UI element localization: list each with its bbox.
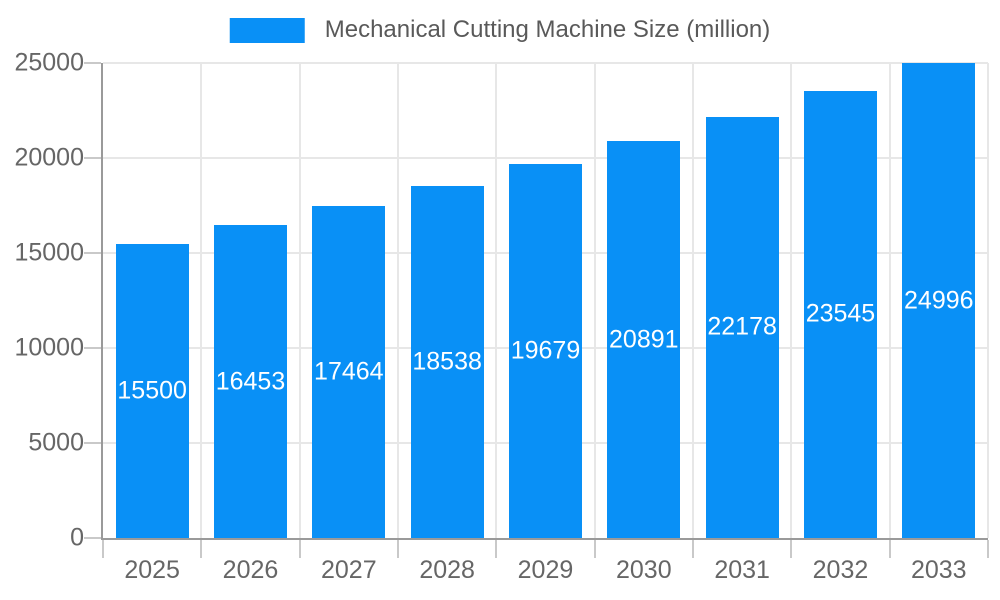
bar-value-label: 20891 — [609, 325, 679, 354]
bar[interactable]: 15500 — [115, 243, 189, 538]
x-axis-tick — [593, 540, 596, 558]
bar[interactable]: 22178 — [705, 116, 779, 538]
y-axis-tick — [84, 62, 101, 64]
x-axis-label: 2026 — [222, 556, 279, 584]
x-axis-tick — [691, 540, 694, 558]
bar[interactable]: 19679 — [509, 164, 582, 538]
x-axis-label: 2030 — [615, 556, 672, 584]
x-axis-label: 2027 — [321, 556, 377, 584]
v-gridline — [790, 63, 793, 538]
v-gridline — [495, 63, 498, 538]
y-axis-tick — [84, 252, 101, 254]
bar-slot: 20891 — [595, 63, 693, 538]
x-axis-tick — [987, 540, 989, 558]
legend-swatch — [229, 17, 305, 43]
h-gridline — [103, 157, 988, 159]
v-gridline — [593, 63, 596, 538]
y-axis-tick — [84, 537, 101, 539]
bar[interactable]: 16453 — [214, 225, 287, 538]
y-axis-label: 20000 — [14, 143, 84, 172]
v-gridline — [298, 63, 301, 538]
bar-value-label: 23545 — [805, 299, 876, 328]
y-axis-tick — [84, 157, 101, 159]
y-axis: 0 5000 10000 15000 20000 25000 — [0, 49, 84, 552]
bar-slot: 15500 — [103, 63, 201, 538]
y-axis-label: 0 — [70, 523, 84, 552]
x-axis-label: 2029 — [517, 556, 574, 584]
bar-slot: 23545 — [791, 63, 889, 538]
x-axis-label: 2028 — [419, 556, 475, 584]
x-axis-tick — [200, 540, 203, 558]
y-axis-label: 25000 — [14, 48, 84, 77]
bar[interactable]: 18538 — [410, 185, 484, 538]
bar-value-label: 16453 — [215, 367, 286, 396]
x-axis-tick — [495, 540, 498, 558]
v-gridline — [396, 63, 399, 538]
x-axis-tick — [298, 540, 301, 558]
y-axis-label: 15000 — [14, 238, 84, 267]
bar[interactable]: 20891 — [607, 141, 681, 538]
bar-value-label: 18538 — [412, 347, 482, 376]
h-gridline — [103, 62, 988, 64]
bar-slot: 22178 — [693, 63, 791, 538]
bar-slot: 19679 — [496, 63, 594, 538]
bar-slot: 24996 — [890, 63, 988, 538]
y-axis-tick — [84, 347, 101, 349]
x-axis-label: 2031 — [714, 556, 770, 584]
x-axis-label: 2032 — [812, 556, 869, 584]
plot-area: 15500 16453 17464 18538 19679 20891 22178 23545… — [84, 62, 989, 558]
v-gridline — [987, 63, 989, 538]
bar-slot: 18538 — [398, 63, 496, 538]
v-gridline — [691, 63, 694, 538]
x-axis-tick — [790, 540, 793, 558]
bar-slot: 17464 — [300, 63, 398, 538]
bar[interactable]: 23545 — [804, 90, 877, 538]
v-gridline — [888, 63, 891, 538]
x-axis-tick — [888, 540, 891, 558]
v-gridline — [200, 63, 203, 538]
bar[interactable]: 17464 — [312, 206, 386, 538]
bar[interactable]: 24996 — [902, 63, 976, 538]
x-axis-tick — [396, 540, 399, 558]
y-axis-label: 10000 — [14, 333, 84, 362]
bar-slot: 16453 — [201, 63, 299, 538]
x-axis-tick — [102, 540, 104, 558]
x-axis-label: 2033 — [910, 556, 967, 584]
x-axis: 2025 2026 2027 2028 2029 2030 2031 2032 2033 — [103, 556, 988, 585]
legend[interactable]: Mechanical Cutting Machine Size (million… — [229, 16, 771, 44]
y-axis-label: 5000 — [28, 428, 84, 457]
bar-value-label: 22178 — [707, 312, 777, 341]
bar-value-label: 19679 — [510, 336, 581, 365]
bar-value-label: 17464 — [314, 357, 384, 386]
bar-value-label: 15500 — [117, 376, 187, 405]
x-axis-label: 2025 — [124, 556, 180, 584]
legend-label: Mechanical Cutting Machine Size (million… — [324, 16, 771, 43]
bar-value-label: 24996 — [904, 286, 974, 315]
y-axis-tick — [84, 442, 101, 444]
bars-container: 15500 16453 17464 18538 19679 20891 22178 23545… — [103, 63, 988, 538]
